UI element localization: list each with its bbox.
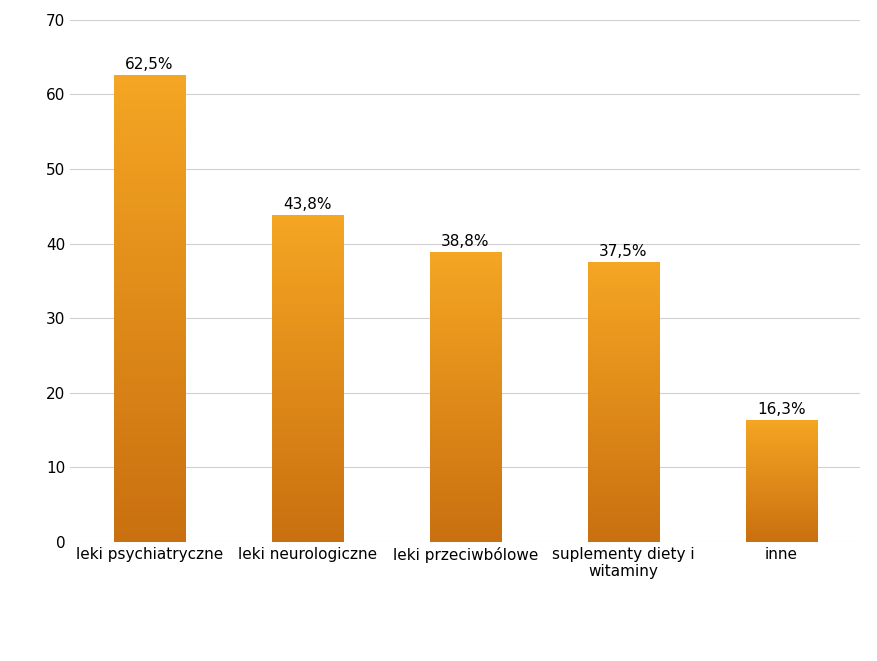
Text: 43,8%: 43,8%	[282, 196, 332, 212]
Text: 16,3%: 16,3%	[756, 402, 805, 416]
Text: 38,8%: 38,8%	[440, 234, 489, 249]
Text: 37,5%: 37,5%	[598, 243, 647, 258]
Text: 62,5%: 62,5%	[125, 57, 174, 72]
